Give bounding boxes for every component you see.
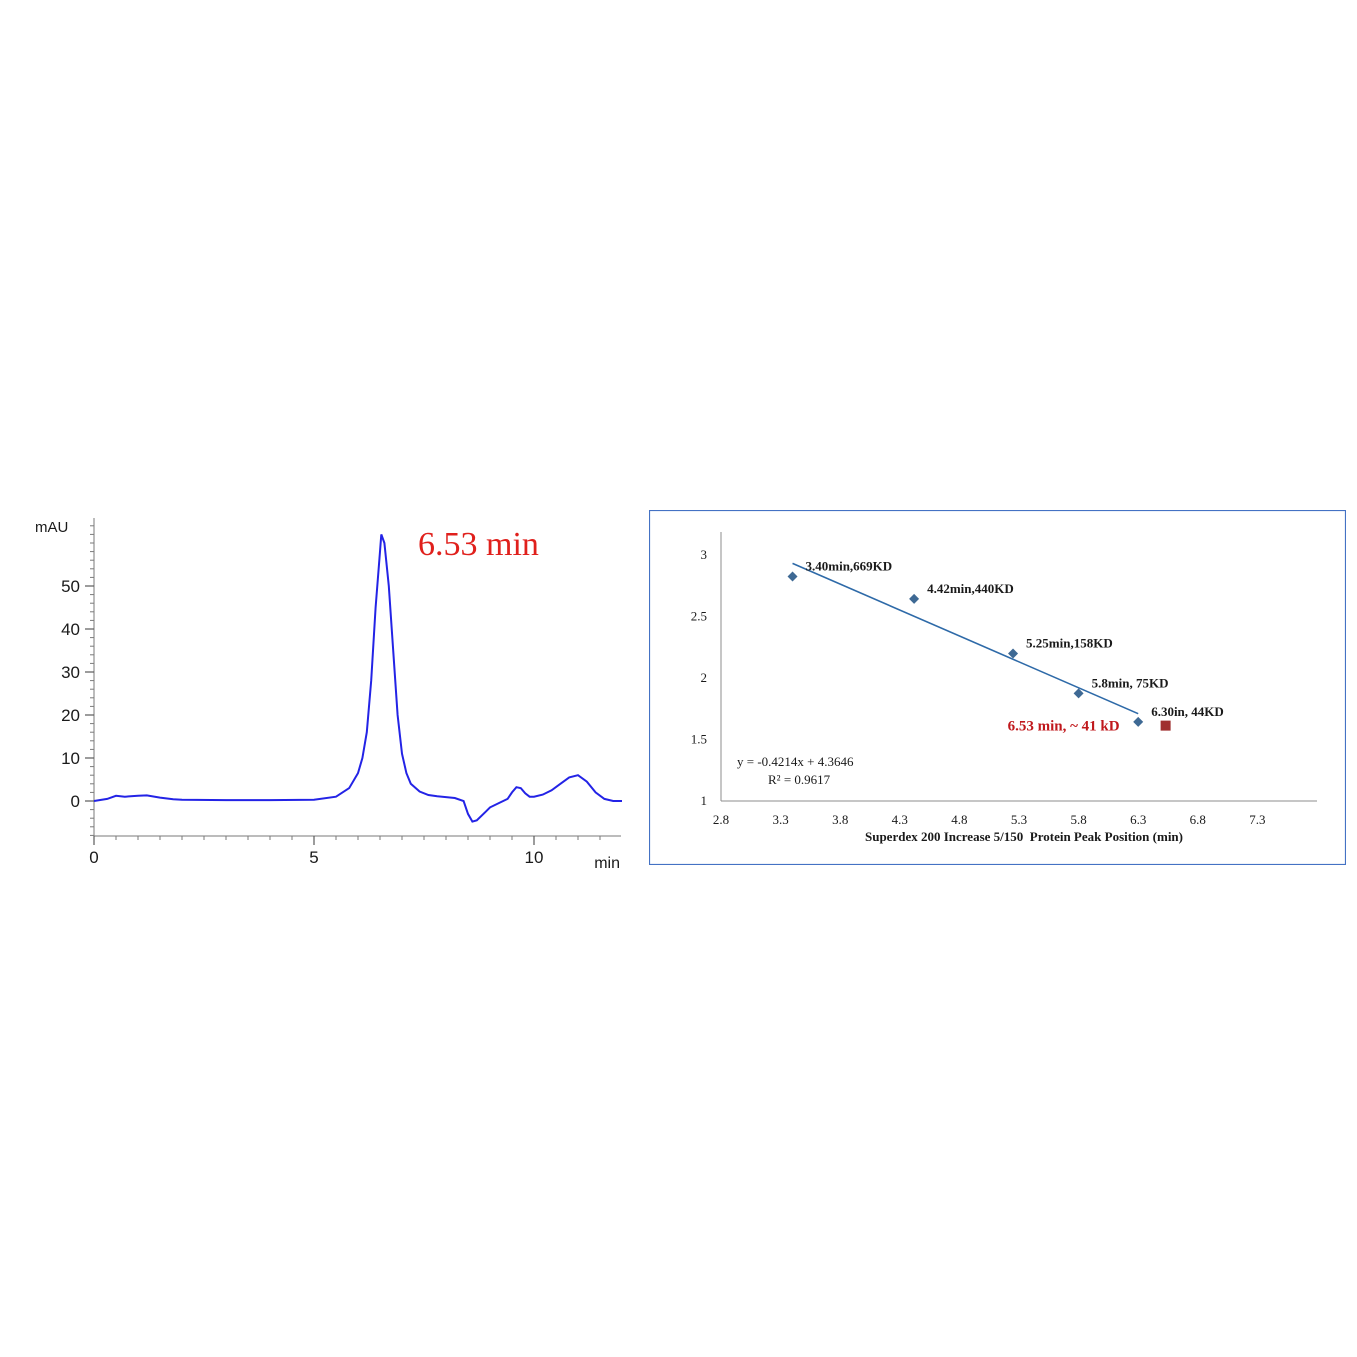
x-tick-label: 0 xyxy=(89,848,98,867)
chromatogram-y-ticks: 0 10 20 30 40 50 xyxy=(61,577,94,811)
x-tick-label: 5.3 xyxy=(1011,812,1027,827)
y-tick-label: 10 xyxy=(61,749,80,768)
chromatogram-panel: 0 10 20 30 40 50 0 5 10 mAU min 6.53 min xyxy=(33,512,623,872)
calibration-x-ticks: 2.8 3.3 3.8 4.3 4.8 5.3 5.8 6.3 6.8 7.3 xyxy=(713,812,1266,827)
y-tick-label: 0 xyxy=(71,792,80,811)
y-tick-label: 50 xyxy=(61,577,80,596)
x-tick-label: 4.3 xyxy=(892,812,908,827)
y-tick-label: 40 xyxy=(61,620,80,639)
standard-point-label: 3.40min,669KD xyxy=(806,558,893,573)
chromatogram-trace xyxy=(93,534,622,823)
calibration-chart: 1 1.5 2 2.5 3 2.8 3.3 3.8 4.3 4.8 5.3 5.8 6.3 6.8 7.3… xyxy=(648,509,1347,866)
standard-point-label: 6.30in, 44KD xyxy=(1151,704,1224,719)
x-tick-label: 10 xyxy=(525,848,544,867)
x-tick-label: 3.8 xyxy=(832,812,848,827)
standard-point-marker xyxy=(909,593,920,604)
y-tick-label: 1 xyxy=(701,793,708,808)
y-tick-label: 2.5 xyxy=(691,609,707,624)
r-squared: R² = 0.9617 xyxy=(768,772,831,787)
chromatogram-x-ticks: 0 5 10 xyxy=(89,836,543,867)
trendline xyxy=(792,562,1139,715)
standard-point-marker xyxy=(1133,716,1144,727)
chromatogram-background xyxy=(33,512,623,869)
y-tick-label: 30 xyxy=(61,663,80,682)
standard-point-label: 5.8min, 75KD xyxy=(1092,675,1169,690)
y-tick-label: 1.5 xyxy=(691,732,707,747)
sample-label: 6.53 min, ~ 41 kD xyxy=(1008,719,1120,735)
trendline-equation: y = -0.4214x + 4.3646 xyxy=(737,754,854,769)
standard-points: 3.40min,669KD 4.42min,440KD 5.25min,158KD 5… xyxy=(787,558,1224,727)
chromatogram-x-label: min xyxy=(594,855,620,869)
x-tick-label: 6.3 xyxy=(1130,812,1146,827)
x-tick-label: 5 xyxy=(309,848,318,867)
x-tick-label: 6.8 xyxy=(1190,812,1206,827)
x-tick-label: 2.8 xyxy=(713,812,729,827)
calibration-frame xyxy=(648,509,1347,866)
y-tick-label: 20 xyxy=(61,706,80,725)
y-tick-label: 2 xyxy=(701,670,708,685)
chromatogram-y-label: mAU xyxy=(35,519,68,536)
standard-point-marker xyxy=(1073,688,1084,699)
standard-point-marker xyxy=(787,571,798,582)
sample-point xyxy=(1160,720,1171,731)
y-tick-label: 3 xyxy=(701,547,708,562)
standard-point-label: 5.25min,158KD xyxy=(1026,636,1113,651)
calibration-panel: 1 1.5 2 2.5 3 2.8 3.3 3.8 4.3 4.8 5.3 5.8 6.3 6.8 7.3… xyxy=(648,509,1347,866)
calibration-x-label: Superdex 200 Increase 5/150 Protein Peak… xyxy=(865,829,1183,844)
standard-point-label: 4.42min,440KD xyxy=(927,581,1014,596)
x-tick-label: 7.3 xyxy=(1249,812,1265,827)
x-tick-label: 5.8 xyxy=(1070,812,1086,827)
calibration-y-ticks: 1 1.5 2 2.5 3 xyxy=(691,547,707,808)
x-tick-label: 4.8 xyxy=(951,812,967,827)
chromatogram-chart: 0 10 20 30 40 50 0 5 10 mAU min 6.53 min xyxy=(33,512,623,872)
standard-point-marker xyxy=(1008,648,1019,659)
x-tick-label: 3.3 xyxy=(772,812,788,827)
peak-annotation: 6.53 min xyxy=(418,526,539,563)
